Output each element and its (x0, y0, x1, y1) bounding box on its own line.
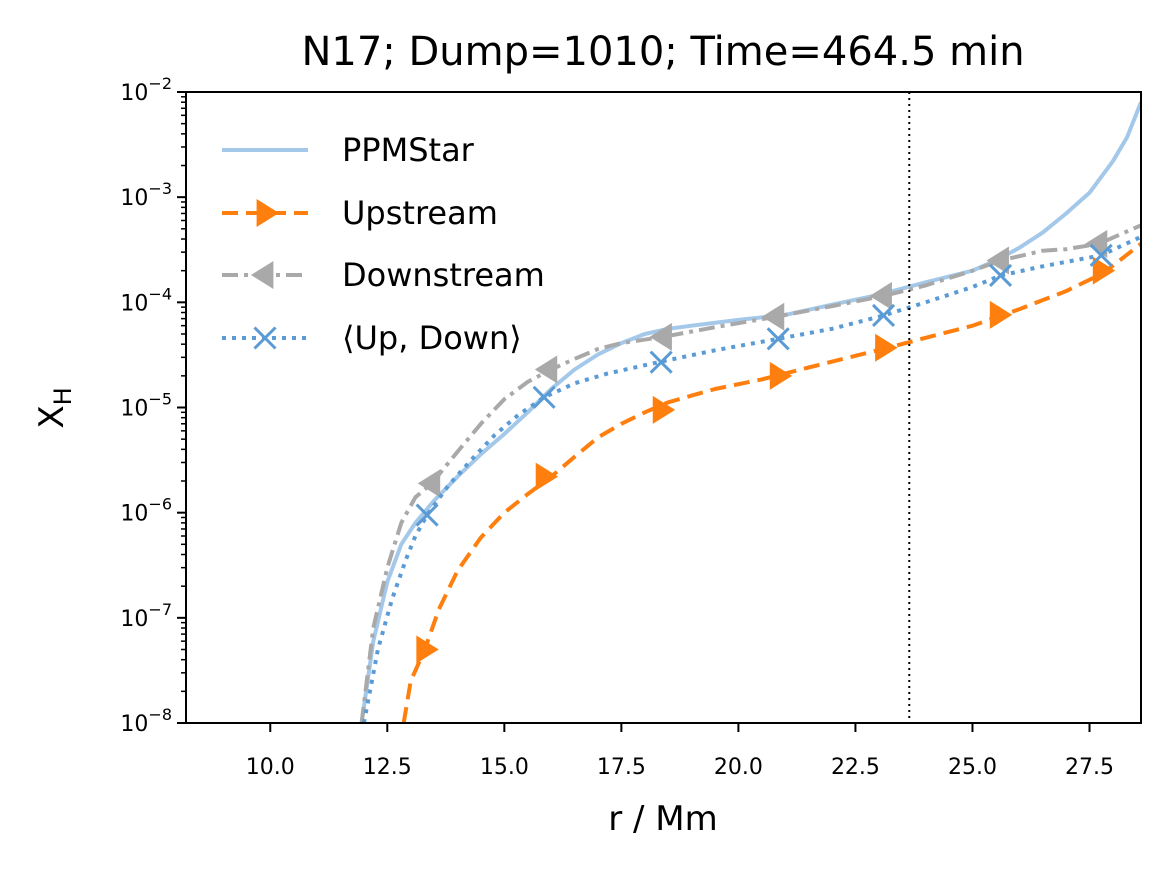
legend-entry-2: Downstream (222, 256, 545, 294)
y-axis-label-base: X (32, 405, 72, 428)
legend-entry-3: ⟨Up, Down⟩ (222, 319, 522, 357)
series-2-marker (534, 355, 558, 384)
x-tick-label: 17.5 (597, 755, 646, 780)
legend-label: PPMStar (342, 131, 475, 169)
series-1-marker (416, 635, 439, 664)
y-tick-label: 10−8 (120, 705, 172, 737)
x-axis-ticks: 10.0 12.5 15.0 17.5 20.0 22.5 25.0 27.5 (246, 723, 1114, 780)
y-tick-label: 10−7 (120, 600, 172, 632)
series-3-marker (415, 503, 439, 527)
series-3-marker (1089, 243, 1113, 267)
series-1 (401, 242, 1141, 723)
x-axis-label: r / Mm (608, 799, 718, 839)
series-1-marker (1092, 256, 1116, 285)
series-3-marker (871, 303, 896, 328)
y-axis-label: XH (32, 387, 77, 428)
series-3-marker (766, 327, 790, 351)
legend-marker (251, 261, 274, 289)
x-tick-label: 20.0 (714, 755, 763, 780)
series-line-2 (359, 223, 1141, 723)
legend-label: Downstream (342, 256, 545, 294)
legend-marker (256, 199, 279, 227)
series-line-1 (401, 242, 1141, 723)
legend-label: Upstream (342, 194, 498, 232)
series-2-marker (869, 281, 892, 310)
series-2-marker (986, 246, 1009, 275)
series-2-marker (417, 469, 441, 498)
series-layer (359, 101, 1141, 723)
y-tick-label: 10−5 (120, 390, 172, 422)
series-1-marker (875, 333, 898, 362)
chart-title: N17; Dump=1010; Time=464.5 min (301, 29, 1024, 75)
y-tick-label: 10−2 (120, 74, 172, 106)
y-axis-label-sub: H (49, 387, 77, 405)
legend-marker (253, 326, 277, 350)
x-tick-label: 15.0 (480, 755, 529, 780)
x-tick-label: 25.0 (948, 755, 997, 780)
y-tick-label: 10−4 (120, 284, 172, 316)
legend: PPMStar Upstream Downstream ⟨Up, Down⟩ (222, 131, 545, 357)
series-3-marker (649, 350, 673, 374)
series-2-marker (649, 322, 672, 351)
series-1-marker (989, 300, 1013, 329)
series-2-marker (1084, 229, 1108, 258)
series-2-marker (761, 302, 785, 331)
y-axis-ticks: 10−8 10−7 10−6 10−5 10−4 10−3 10−2 (120, 74, 186, 737)
x-tick-label: 27.5 (1065, 755, 1114, 780)
series-3-marker (988, 263, 1013, 288)
legend-entry-0: PPMStar (222, 131, 475, 169)
y-tick-label: 10−3 (120, 179, 172, 211)
series-1-marker (769, 361, 793, 390)
series-2 (359, 223, 1141, 723)
series-3-marker (532, 385, 556, 409)
legend-entry-1: Upstream (222, 194, 498, 232)
series-1-marker (535, 462, 559, 491)
series-line-3 (361, 234, 1141, 723)
y-tick-label: 10−6 (120, 495, 172, 527)
series-3 (361, 234, 1141, 723)
legend-label: ⟨Up, Down⟩ (342, 319, 522, 357)
x-tick-label: 22.5 (831, 755, 880, 780)
series-1-marker (652, 395, 676, 424)
x-tick-label: 10.0 (246, 755, 295, 780)
x-tick-label: 12.5 (363, 755, 412, 780)
